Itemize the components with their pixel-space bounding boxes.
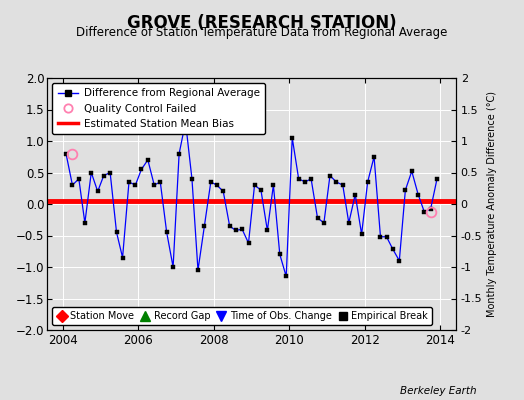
Y-axis label: Monthly Temperature Anomaly Difference (°C): Monthly Temperature Anomaly Difference (… xyxy=(486,91,497,317)
Text: GROVE (RESEARCH STATION): GROVE (RESEARCH STATION) xyxy=(127,14,397,32)
Text: Berkeley Earth: Berkeley Earth xyxy=(400,386,477,396)
Text: Difference of Station Temperature Data from Regional Average: Difference of Station Temperature Data f… xyxy=(77,26,447,39)
Legend: Station Move, Record Gap, Time of Obs. Change, Empirical Break: Station Move, Record Gap, Time of Obs. C… xyxy=(52,307,432,325)
